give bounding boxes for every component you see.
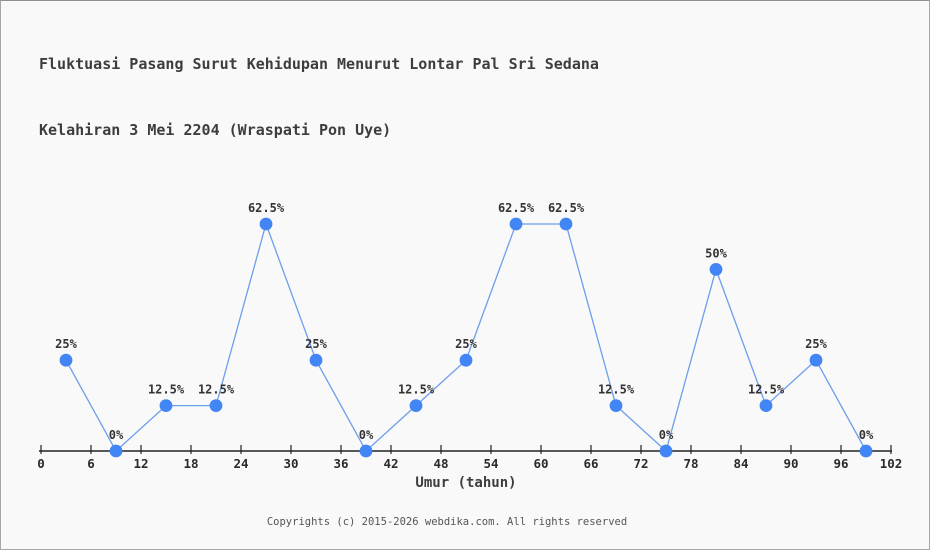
data-point xyxy=(859,444,873,458)
x-axis-tick-label: 60 xyxy=(533,456,548,471)
data-point-label: 25% xyxy=(305,337,327,351)
data-point xyxy=(509,217,523,231)
chart-title-line2: Kelahiran 3 Mei 2204 (Wraspati Pon Uye) xyxy=(39,121,392,139)
x-axis-tick-label: 36 xyxy=(333,456,348,471)
data-point-label: 62.5% xyxy=(498,201,535,215)
data-point xyxy=(809,353,823,367)
x-axis-tick-label: 0 xyxy=(37,456,45,471)
data-point xyxy=(459,353,473,367)
data-point-label: 0% xyxy=(109,428,124,442)
data-point-label: 0% xyxy=(859,428,874,442)
data-point xyxy=(209,399,223,412)
x-axis-tick-label: 96 xyxy=(833,456,848,471)
x-axis-tick-label: 102 xyxy=(880,456,903,471)
x-axis-tick-label: 42 xyxy=(383,456,398,471)
data-point-label: 25% xyxy=(55,337,77,351)
x-axis-tick-label: 54 xyxy=(483,456,498,471)
x-axis-tick-label: 24 xyxy=(233,456,248,471)
data-point xyxy=(559,217,573,231)
copyright-text: Copyrights (c) 2015-2026 webdika.com. Al… xyxy=(266,516,628,528)
x-axis-tick-label: 90 xyxy=(783,456,798,471)
data-point-label: 12.5% xyxy=(748,383,785,397)
data-point xyxy=(609,399,623,412)
data-point xyxy=(359,444,373,458)
x-axis-tick-label: 30 xyxy=(283,456,298,471)
x-axis-tick-label: 66 xyxy=(583,456,598,471)
data-point-label: 50% xyxy=(705,246,727,260)
data-point-label: 62.5% xyxy=(248,201,285,215)
data-point-label: 0% xyxy=(359,428,374,442)
data-point-label: 12.5% xyxy=(398,383,435,397)
data-point-label: 12.5% xyxy=(598,383,635,397)
data-point xyxy=(659,444,673,458)
data-point xyxy=(709,263,723,276)
x-axis-tick-label: 12 xyxy=(133,456,148,471)
data-point-label: 62.5% xyxy=(548,201,585,215)
x-axis-tick-label: 48 xyxy=(433,456,448,471)
data-point-label: 12.5% xyxy=(148,383,185,397)
data-point-label: 25% xyxy=(805,337,827,351)
chart-title: Fluktuasi Pasang Surut Kehidupan Menurut… xyxy=(39,9,599,185)
data-point xyxy=(159,399,173,412)
data-point xyxy=(259,217,273,231)
data-point-label: 0% xyxy=(659,428,674,442)
data-point xyxy=(109,444,123,458)
data-point xyxy=(759,399,773,412)
x-axis-tick-label: 78 xyxy=(683,456,698,471)
chart-title-line1: Fluktuasi Pasang Surut Kehidupan Menurut… xyxy=(39,55,599,73)
x-axis-tick-label: 72 xyxy=(633,456,648,471)
data-point-label: 25% xyxy=(455,337,477,351)
data-point xyxy=(409,399,423,412)
data-point-label: 12.5% xyxy=(198,383,235,397)
x-axis-tick-label: 6 xyxy=(87,456,95,471)
x-axis-title: Umur (tahun) xyxy=(415,475,517,491)
x-axis-tick-label: 18 xyxy=(183,456,198,471)
x-axis-tick-label: 84 xyxy=(733,456,748,471)
data-point xyxy=(59,353,73,367)
data-point xyxy=(309,353,323,367)
